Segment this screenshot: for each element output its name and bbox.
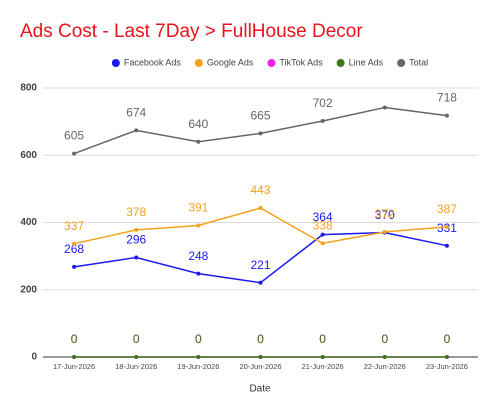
y-tick-label: 800 — [20, 83, 37, 94]
data-label: 702 — [313, 96, 333, 110]
legend-marker — [267, 59, 276, 67]
legend-marker — [397, 59, 406, 67]
data-label: 370 — [375, 208, 395, 222]
data-label: 0 — [257, 332, 264, 346]
data-point — [382, 355, 387, 359]
legend-label: Line Ads — [349, 57, 384, 67]
data-point — [444, 113, 449, 118]
x-tick-label: 21-Jun-2026 — [302, 362, 344, 371]
data-point — [196, 139, 201, 144]
x-axis-title: Date — [249, 384, 271, 395]
data-label: 337 — [64, 219, 84, 233]
data-label: 387 — [437, 202, 457, 216]
data-label: 0 — [319, 332, 326, 346]
data-label: 640 — [188, 117, 208, 131]
data-point — [382, 229, 387, 234]
data-label: 605 — [64, 129, 84, 143]
data-label: 378 — [126, 205, 146, 219]
legend-label: Facebook Ads — [124, 57, 182, 67]
data-point — [72, 355, 77, 359]
legend-label: Google Ads — [207, 57, 254, 67]
data-point — [134, 227, 139, 232]
data-label: 391 — [188, 201, 208, 215]
data-label: 338 — [313, 219, 333, 233]
data-point — [382, 105, 387, 110]
data-point — [444, 243, 449, 248]
x-tick-label: 20-Jun-2026 — [239, 362, 281, 371]
data-point — [258, 280, 263, 285]
chart-title: Ads Cost - Last 7Day > FullHouse Decor — [20, 21, 363, 42]
x-tick-label: 17-Jun-2026 — [53, 362, 95, 371]
data-point — [196, 223, 201, 228]
x-tick-label: 23-Jun-2026 — [426, 362, 468, 371]
data-label: 674 — [126, 106, 146, 120]
data-label: 221 — [250, 258, 270, 272]
y-tick-label: 0 — [31, 352, 37, 363]
data-point — [320, 241, 325, 246]
data-point — [134, 255, 139, 260]
data-point — [320, 355, 325, 359]
data-label: 0 — [381, 332, 388, 346]
data-point — [134, 128, 139, 133]
data-label: 0 — [257, 332, 264, 346]
data-point — [258, 131, 263, 136]
x-tick-label: 22-Jun-2026 — [364, 362, 406, 371]
x-tick-label: 18-Jun-2026 — [115, 362, 157, 371]
data-point — [444, 224, 449, 229]
data-label: 372 — [375, 207, 395, 221]
data-label: 0 — [71, 332, 78, 346]
legend-marker — [111, 59, 120, 67]
data-label: 0 — [381, 332, 388, 346]
y-tick-label: 200 — [20, 284, 37, 295]
data-label: 268 — [64, 242, 84, 256]
legend-label: Total — [409, 57, 428, 67]
legend-marker — [194, 59, 203, 67]
data-point — [72, 151, 77, 156]
y-tick-label: 400 — [20, 217, 37, 228]
data-label: 0 — [71, 332, 78, 346]
data-label: 296 — [126, 233, 146, 247]
data-point — [320, 232, 325, 237]
data-point — [72, 241, 77, 246]
data-label: 718 — [437, 91, 457, 105]
data-point — [134, 355, 139, 359]
data-point — [196, 355, 201, 359]
data-label: 0 — [195, 332, 202, 346]
data-label: 0 — [444, 332, 451, 346]
data-label: 248 — [188, 249, 208, 263]
data-label: 443 — [250, 183, 270, 197]
y-tick-label: 600 — [20, 150, 37, 161]
legend-label: TikTok Ads — [279, 57, 323, 67]
legend-marker — [336, 59, 345, 67]
data-label: 0 — [195, 332, 202, 346]
data-point — [258, 206, 263, 211]
data-point — [444, 355, 449, 359]
data-point — [320, 118, 325, 123]
data-label: 0 — [133, 332, 140, 346]
data-label: 0 — [133, 332, 140, 346]
data-label: 0 — [444, 332, 451, 346]
x-tick-label: 19-Jun-2026 — [177, 362, 219, 371]
data-label: 364 — [313, 210, 333, 224]
data-point — [258, 355, 263, 359]
data-label: 0 — [319, 332, 326, 346]
data-point — [196, 271, 201, 276]
data-label: 665 — [250, 109, 270, 123]
data-point — [72, 264, 77, 269]
